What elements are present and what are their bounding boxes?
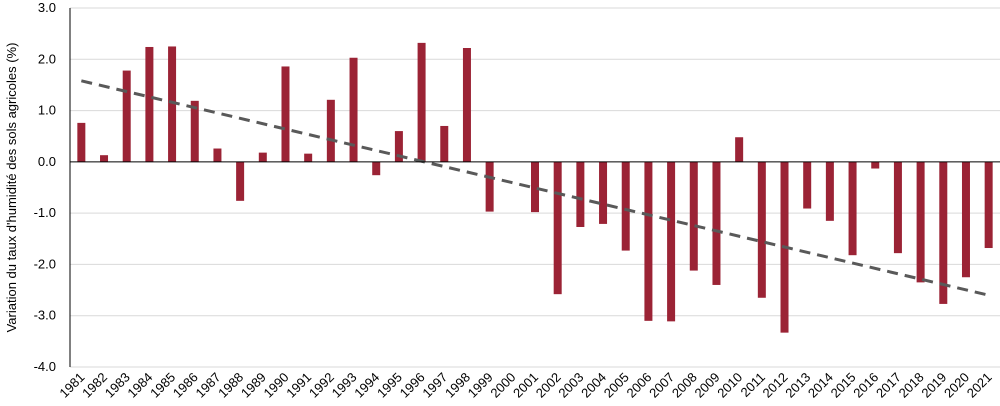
bar [349,57,358,162]
bar [848,161,857,256]
y-tick-label: -1.0 [34,205,56,220]
bar [258,152,267,162]
trendline [80,79,990,297]
bar [939,161,948,304]
bar [417,42,426,162]
y-tick-label: -4.0 [34,359,56,374]
bar [803,161,812,209]
bar [326,99,335,162]
bar [735,137,744,162]
bar [462,48,471,162]
bar [440,125,449,162]
bar [667,161,676,322]
bar [916,161,925,283]
y-tick-label: 3.0 [38,0,56,15]
bar [712,161,721,285]
y-tick-label: 1.0 [38,103,56,118]
y-tick-labels: 3.0 2.0 1.0 0.0 -1.0 -2.0 -3.0 -4.0 [34,0,56,374]
bar [77,122,86,162]
bar [644,161,653,321]
bar [576,161,585,227]
bar [145,46,154,162]
y-tick-label: 0.0 [38,154,56,169]
bar [689,161,698,271]
bar [236,161,245,201]
y-axis-label: Variation du taux d'humidité des sols ag… [4,43,19,333]
bar [100,155,109,162]
y-tick-label: 2.0 [38,51,56,66]
bar [757,161,766,298]
y-tick-label: -2.0 [34,256,56,271]
bar [168,46,177,162]
trendline-group [80,79,990,297]
bar [485,161,494,212]
x-tick-label: 2021 [964,370,995,401]
bar [190,100,199,162]
y-tick-label: -3.0 [34,308,56,323]
bar [122,70,131,162]
bar [213,148,222,162]
bar [621,161,630,251]
bars [77,42,993,333]
bar [531,161,539,213]
bar [553,161,562,295]
bar [281,66,290,162]
bar [871,161,880,169]
x-tick-labels: 1981198219831984198519861987198819891990… [56,370,994,401]
bar [394,131,403,162]
bar [893,161,902,254]
axes [69,8,1000,367]
x-tick-label: 2011 [738,370,768,400]
bar [961,161,970,278]
bar [984,161,993,249]
bar [372,161,381,176]
gridlines [70,7,1000,368]
bar [599,161,608,224]
bar [825,161,834,221]
bar [304,153,313,162]
